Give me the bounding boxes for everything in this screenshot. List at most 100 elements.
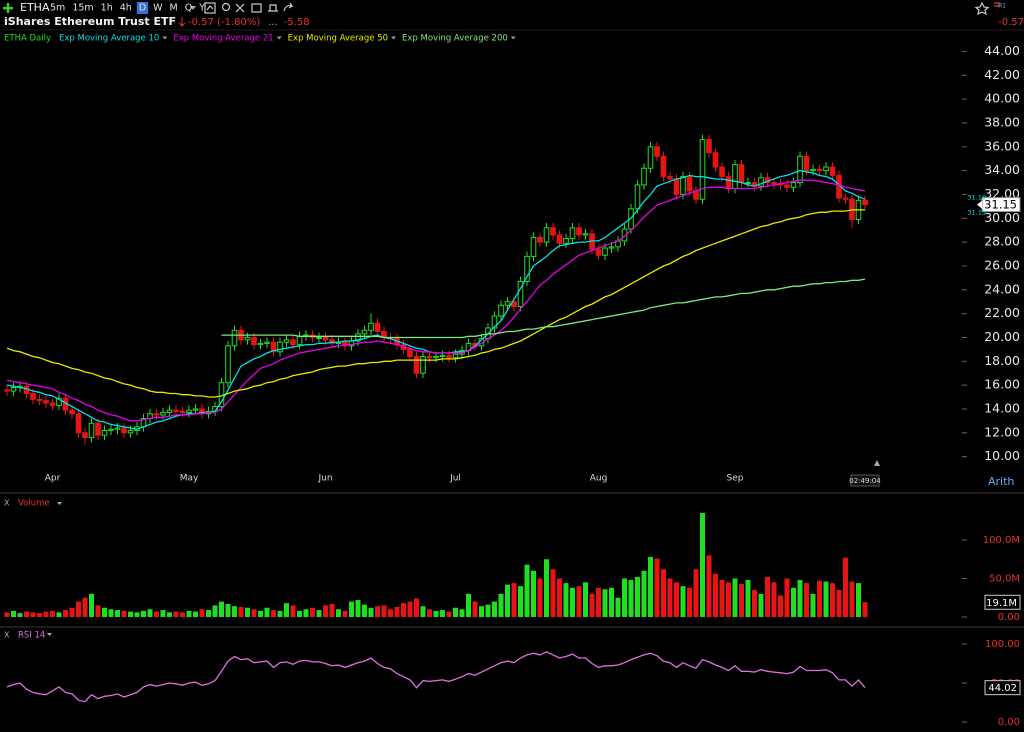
candle-body: [244, 336, 251, 341]
candle-body: [706, 139, 712, 154]
volume-bar: [544, 559, 549, 617]
timeframe-button[interactable]: 5m: [50, 3, 65, 14]
alert-icon[interactable]: [268, 4, 278, 12]
candle-body: [608, 246, 615, 249]
volume-bar: [765, 576, 770, 617]
panel-title: Volume: [18, 499, 50, 509]
candle-body: [569, 227, 576, 240]
layout-icon[interactable]: [251, 3, 262, 13]
y-tick-label: 16.00: [984, 377, 1020, 392]
candle-body: [712, 152, 719, 168]
timeframe-button[interactable]: D: [139, 3, 146, 14]
volume-bar: [635, 576, 640, 617]
volume-bar: [570, 587, 575, 617]
volume-bar: [11, 610, 16, 617]
chart-type-icon[interactable]: [204, 2, 216, 14]
panel-close[interactable]: X: [4, 499, 10, 508]
candle-body: [758, 177, 764, 187]
timeframe-button[interactable]: 1h: [101, 3, 113, 14]
last-rsi-label: 44.02: [988, 683, 1017, 694]
ema-badge: 31.16: [967, 194, 986, 202]
volume-bar: [30, 612, 36, 617]
candle-body: [192, 408, 199, 411]
timeframe-button[interactable]: 4h: [120, 3, 132, 14]
volume-bar: [537, 578, 543, 617]
scale-mode: Arith: [988, 475, 1014, 488]
legend-entry: Exp Moving Average 200: [402, 34, 508, 44]
candle-body: [10, 387, 17, 392]
rsi-menu[interactable]: [47, 633, 52, 636]
candle-body: [517, 280, 524, 307]
volume-bar: [453, 607, 458, 617]
volume-menu[interactable]: [57, 502, 62, 505]
candle-body: [355, 333, 361, 342]
volume-bar: [56, 612, 62, 617]
candle-body: [452, 353, 459, 359]
timeframe-button[interactable]: 15m: [72, 3, 93, 14]
candle-body: [101, 429, 108, 436]
volume-bar: [329, 603, 335, 617]
favorite-icon[interactable]: [974, 1, 990, 16]
candle-body: [563, 238, 569, 244]
candle-body: [368, 322, 374, 331]
candle-body: [231, 329, 238, 347]
candle-body: [283, 339, 290, 343]
tools-icon[interactable]: [235, 3, 245, 13]
volume-bar: [362, 604, 367, 617]
volume-bar: [199, 609, 205, 617]
candle-body: [498, 304, 504, 317]
volume-bar: [752, 590, 757, 617]
volume-bar: [654, 558, 660, 617]
volume-bar: [557, 578, 562, 617]
candle-body: [88, 422, 95, 439]
volume-bar: [102, 607, 107, 617]
legend-menu: [510, 36, 516, 40]
candle-body: [108, 428, 114, 431]
add-symbol-icon[interactable]: [3, 3, 13, 13]
candle-body: [556, 234, 563, 244]
dropdown-arrows: [47, 6, 880, 636]
indicator-icon[interactable]: [221, 2, 231, 12]
candle-body: [439, 354, 446, 358]
volume-bar: [375, 606, 380, 617]
y-tick-label: 0.00: [998, 612, 1020, 623]
more-dots: ...: [268, 17, 278, 28]
scroll-arrow[interactable]: [874, 460, 880, 466]
volume-bar: [186, 610, 192, 617]
panel-close[interactable]: X: [4, 631, 10, 640]
candle-body: [49, 402, 56, 406]
candle-body: [771, 182, 777, 185]
x-tick-label: Sep: [727, 474, 744, 484]
volume-bar: [69, 607, 75, 617]
volume-bar: [466, 593, 471, 617]
volume-bar: [368, 607, 374, 617]
volume-bar: [420, 606, 426, 617]
volume-bar: [388, 609, 393, 617]
timeframe-button[interactable]: W: [153, 3, 163, 14]
share-icon[interactable]: [283, 2, 294, 12]
volume-bar: [726, 582, 731, 617]
timeframe-button[interactable]: M: [170, 3, 178, 14]
volume-bar: [823, 581, 829, 617]
volume-bar: [141, 610, 146, 617]
candle-body: [82, 432, 88, 439]
volume-bar: [583, 582, 588, 617]
y-tick-label: 34.00: [984, 162, 1020, 177]
volume-bar: [173, 611, 179, 617]
volume-bar: [817, 580, 822, 617]
candle-body: [641, 167, 647, 186]
clock: 02:49:04: [849, 477, 881, 485]
candle-body: [290, 339, 296, 346]
candle-body: [95, 422, 101, 436]
volume-bar: [771, 582, 777, 617]
timeframe-button[interactable]: Q: [185, 3, 192, 14]
timeframe-button[interactable]: Y: [198, 3, 205, 14]
volume-bar: [732, 578, 738, 617]
candle-body: [160, 412, 166, 416]
toolbar-icons: [204, 1, 1000, 16]
timeframe-menu[interactable]: [190, 6, 196, 10]
volume-bar: [472, 601, 478, 617]
y-tick-label: 44.00: [984, 43, 1020, 58]
candle-body: [316, 336, 322, 339]
